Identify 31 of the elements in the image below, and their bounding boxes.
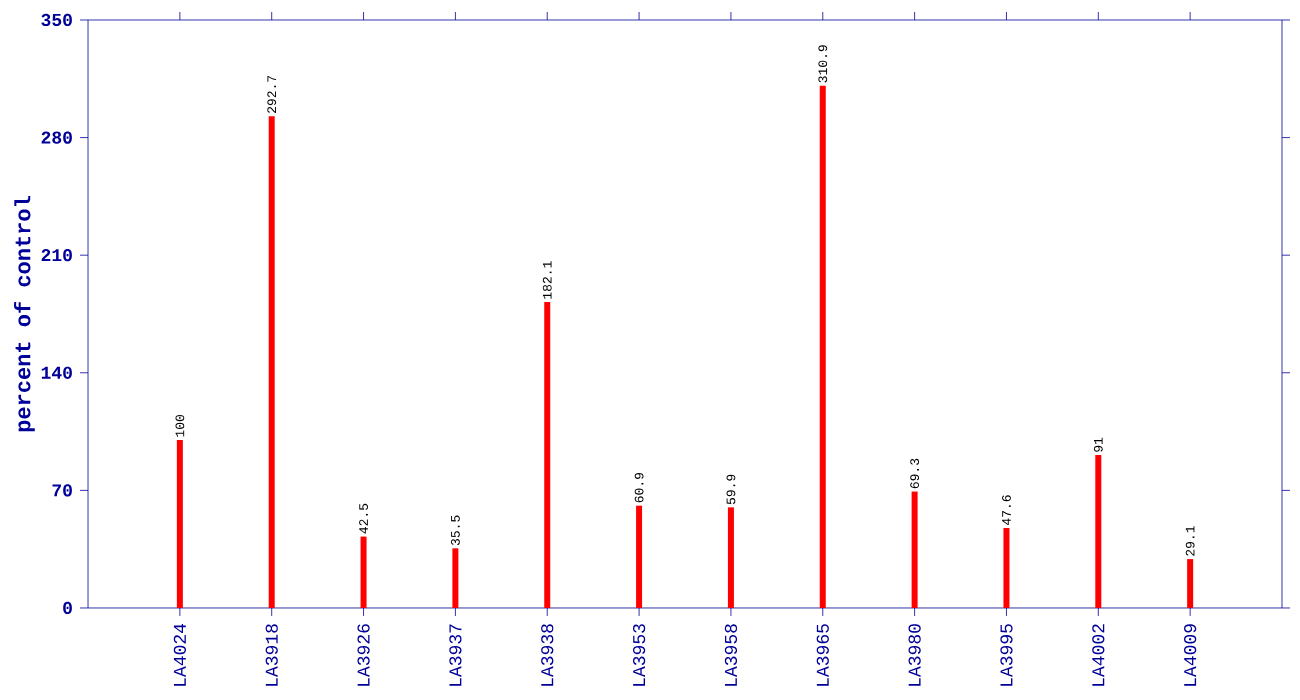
x-tick-label: LA3965	[816, 624, 829, 686]
x-tick-label: LA3918	[265, 624, 278, 686]
x-tick-label: LA3937	[449, 624, 462, 686]
x-tick-label: LA3953	[632, 624, 646, 686]
bar	[819, 85, 826, 608]
bar	[727, 507, 734, 608]
bar	[1095, 455, 1102, 608]
bar	[268, 116, 275, 608]
x-tick-label: LA4009	[1184, 624, 1197, 686]
y-axis-title: percent of control	[14, 196, 35, 432]
y-tick-label: 210	[41, 249, 72, 262]
x-tick-label: LA3980	[908, 624, 921, 686]
bar	[911, 491, 918, 608]
x-tick-label: LA3938	[541, 624, 554, 686]
bar	[1003, 528, 1010, 608]
x-tick-label: LA4002	[1092, 624, 1105, 686]
bar	[360, 536, 367, 608]
bar	[1187, 559, 1194, 608]
y-tick-label: 0	[63, 601, 72, 615]
y-tick-label: 70	[52, 484, 72, 497]
bar	[636, 505, 643, 608]
y-tick-label: 140	[41, 366, 72, 379]
x-tick-label: LA3995	[1000, 624, 1013, 686]
x-tick-label: LA4024	[173, 623, 186, 686]
y-tick-label: 280	[41, 131, 72, 144]
bar	[544, 302, 551, 608]
y-tick-label: 350	[41, 13, 72, 27]
x-tick-label: LA3958	[724, 624, 738, 686]
x-tick-label: LA3926	[357, 624, 370, 686]
bar	[176, 439, 183, 608]
bar	[452, 548, 459, 608]
